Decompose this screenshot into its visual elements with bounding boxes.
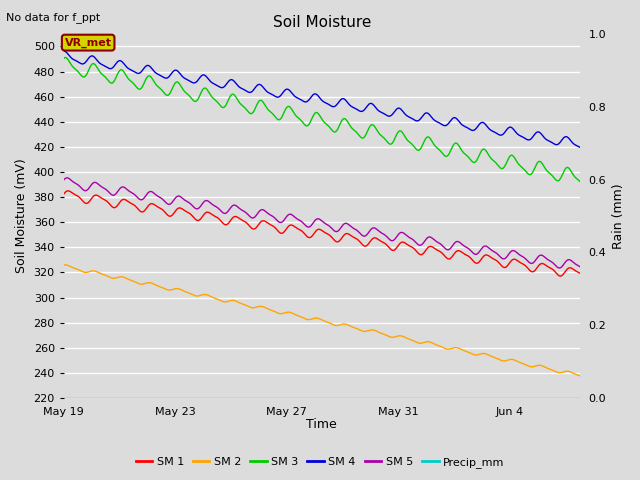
Y-axis label: Rain (mm): Rain (mm) — [612, 183, 625, 249]
Text: VR_met: VR_met — [65, 37, 111, 48]
X-axis label: Time: Time — [307, 419, 337, 432]
Y-axis label: Soil Moisture (mV): Soil Moisture (mV) — [15, 158, 28, 273]
Legend: SM 1, SM 2, SM 3, SM 4, SM 5, Precip_mm: SM 1, SM 2, SM 3, SM 4, SM 5, Precip_mm — [131, 452, 509, 472]
Text: No data for f_ppt: No data for f_ppt — [6, 12, 100, 23]
Title: Soil Moisture: Soil Moisture — [273, 15, 371, 30]
